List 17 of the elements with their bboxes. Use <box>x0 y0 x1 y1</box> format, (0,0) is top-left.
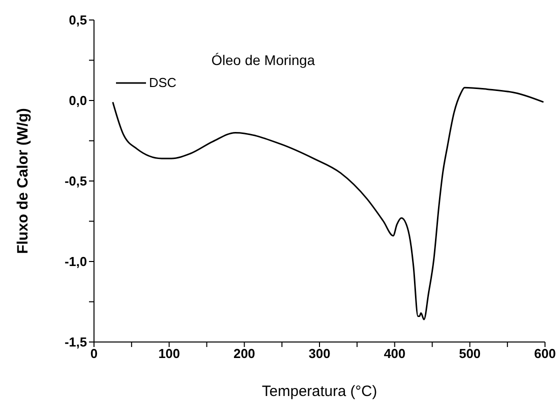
x-tick-label: 0 <box>90 346 98 362</box>
text: Óleo de Moringa <box>210 52 316 68</box>
line-series <box>112 86 544 320</box>
x-tick-label: 500 <box>458 346 481 362</box>
x-tick-label: 600 <box>534 346 556 362</box>
y-tick-label: 0,0 <box>68 93 87 108</box>
y-tick-label: -1,0 <box>64 254 87 270</box>
y-tick-label: -1,5 <box>64 334 87 350</box>
y-axis-title: Fluxo de Calor (W/g) <box>14 108 32 254</box>
x-tick-label: 200 <box>233 346 256 362</box>
y-tick-label: 0,5 <box>68 12 87 28</box>
legend-label: DSC <box>149 75 176 90</box>
x-axis-title: Temperatura (°C) <box>262 383 378 400</box>
x-tick-label: 100 <box>158 346 180 362</box>
x-tick-label: 400 <box>384 346 406 362</box>
y-tick-label: -0,5 <box>64 174 87 189</box>
x-tick-label: 300 <box>308 346 330 362</box>
